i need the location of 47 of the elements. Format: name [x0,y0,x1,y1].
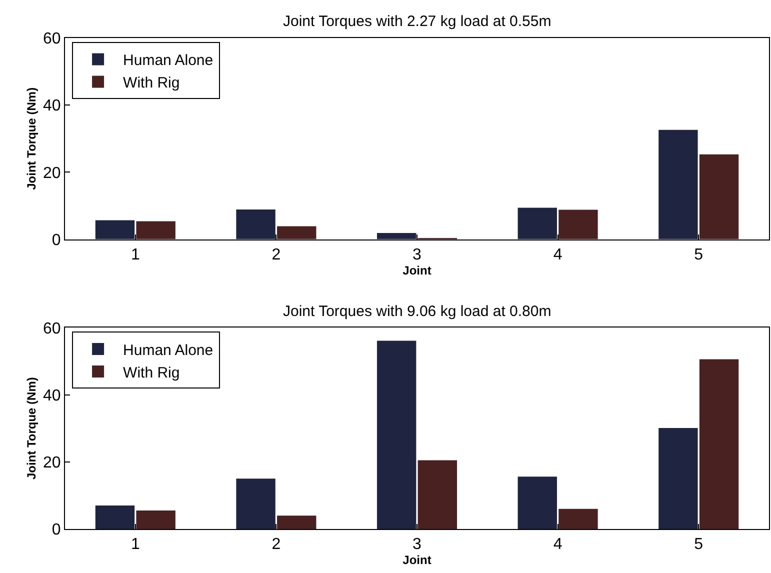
bar [95,506,135,529]
x-tick-label: 4 [553,246,562,264]
bar [518,208,557,240]
y-tick-label: 20 [43,454,61,472]
bar [136,510,176,529]
y-tick-label: 40 [43,98,61,115]
legend-label: With Rig [123,74,180,92]
chart-title: Joint Torques with 2.27 kg load at 0.55m [283,13,552,30]
bar [236,478,276,529]
x-tick-label: 3 [412,246,422,264]
bar [558,210,598,240]
bar [558,508,598,529]
bar [236,209,276,240]
bar [699,359,739,529]
y-axis-title: Joint Torque (Nm) [24,87,38,190]
y-tick-label: 60 [43,30,61,48]
bar [658,130,698,240]
y-axis-title: Joint Torque (Nm) [24,377,38,480]
x-tick-label: 3 [412,536,422,554]
legend-label: Human Alone [123,342,214,359]
y-tick-label: 0 [52,232,61,249]
bar [136,221,176,240]
x-tick-label: 5 [694,536,704,554]
bar [277,226,316,240]
bar [658,428,698,529]
x-tick-label: 5 [694,246,704,264]
chart-title: Joint Torques with 9.06 kg load at 0.80m [283,303,552,320]
bar [277,516,316,529]
x-tick-label: 2 [272,536,281,554]
bar [376,232,416,240]
x-tick-label: 2 [272,246,281,264]
legend-label: Human Alone [123,52,214,70]
y-tick-label: 20 [43,164,61,182]
x-tick-label: 1 [130,246,140,264]
y-tick-label: 0 [52,522,61,539]
bar [699,154,739,240]
x-axis-title: Joint [402,553,432,568]
x-tick-label: 1 [130,536,140,554]
x-tick-label: 4 [553,536,562,554]
legend-label: With Rig [123,364,180,382]
bar [518,476,557,529]
x-axis-title: Joint [402,264,432,278]
bar [418,460,458,529]
bar [376,340,416,529]
bar [95,220,135,240]
y-tick-label: 60 [43,320,61,338]
y-tick-label: 40 [43,387,61,404]
